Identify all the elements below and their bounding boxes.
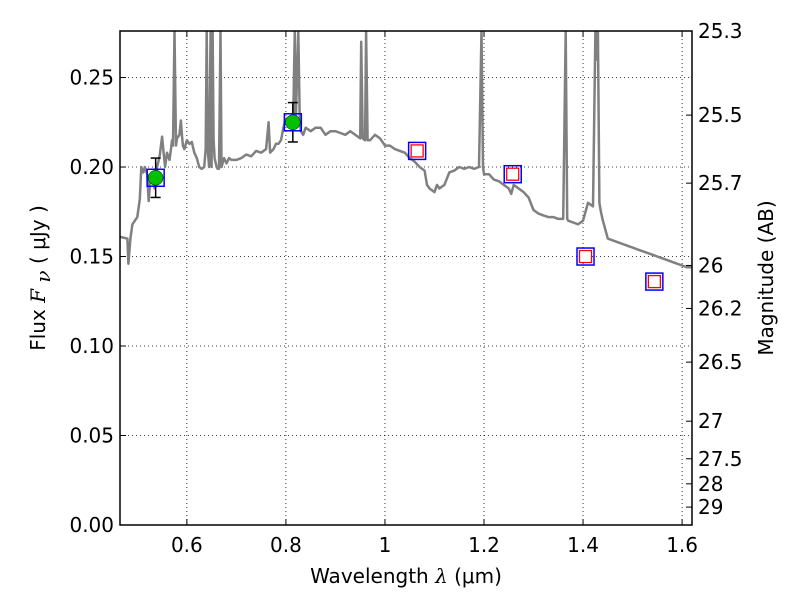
observed-point <box>146 157 165 199</box>
x-tick-label: 0.6 <box>171 533 203 557</box>
y2-tick-label: 27 <box>698 409 723 433</box>
y-axis-label-text: Flux <box>26 303 50 351</box>
model-box <box>146 168 165 188</box>
model-box <box>407 141 427 161</box>
model-marker <box>647 274 662 289</box>
y-tick-label: 0.00 <box>69 513 114 537</box>
x-tick-label: 1 <box>379 533 392 557</box>
observed-point <box>283 101 303 143</box>
x-tick-label: 1.4 <box>567 533 599 557</box>
model-box <box>645 272 664 291</box>
y-tick-label: 0.25 <box>69 66 114 90</box>
model-point <box>407 141 427 161</box>
x-axis-label-unit: (μm) <box>454 564 502 588</box>
y2-tick-label: 26 <box>698 253 723 277</box>
y-axis-label-unit: ( μJy ) <box>26 205 50 264</box>
y-axis-label-subscript: ν <box>31 270 55 282</box>
series-layer <box>120 31 692 291</box>
y2-axis-label: Magnitude (AB) <box>754 200 778 355</box>
model-box <box>576 247 595 266</box>
model-box <box>503 164 522 184</box>
y2-tick-label: 25.7 <box>698 171 743 195</box>
model-marker <box>506 167 520 181</box>
y2-tick-label: 25.3 <box>698 19 743 43</box>
x-axis-label-text: Wavelength <box>310 564 435 588</box>
model-point <box>645 272 664 291</box>
ticks: 0.6 0.8 1 1.2 1.4 1.6 0.00 0.05 0.10 0.15 0.20 0.25… <box>69 19 742 557</box>
model-marker <box>578 249 593 264</box>
y-axis-label-symbol: F <box>26 288 50 304</box>
y-tick-label: 0.15 <box>69 245 114 269</box>
model-marker <box>410 144 424 158</box>
model-box <box>283 113 303 132</box>
spectrum-line <box>120 31 692 269</box>
y2-tick-label: 25.5 <box>698 103 743 127</box>
observed-marker <box>285 114 301 131</box>
x-axis-label: Wavelength λ (μm) <box>310 564 502 588</box>
x-tick-label: 1.6 <box>666 533 698 557</box>
y2-tick-label: 26.5 <box>698 350 743 374</box>
plot-frame <box>119 30 693 526</box>
model-point <box>576 247 595 266</box>
observed-marker <box>147 170 164 186</box>
y-axis-label: Flux F ν ( μJy ) <box>26 205 55 351</box>
y-tick-label: 0.05 <box>69 424 114 448</box>
y-tick-label: 0.20 <box>69 155 114 179</box>
x-tick-label: 0.8 <box>270 533 302 557</box>
y-tick-label: 0.10 <box>69 334 114 358</box>
x-axis-label-symbol: λ <box>434 564 448 588</box>
y2-tick-label: 27.5 <box>698 447 743 471</box>
y2-tick-label: 26.2 <box>698 296 743 320</box>
x-tick-label: 1.2 <box>468 533 500 557</box>
model-point <box>503 164 522 184</box>
y2-tick-label: 28 <box>698 472 723 496</box>
y2-tick-label: 29 <box>698 495 723 519</box>
